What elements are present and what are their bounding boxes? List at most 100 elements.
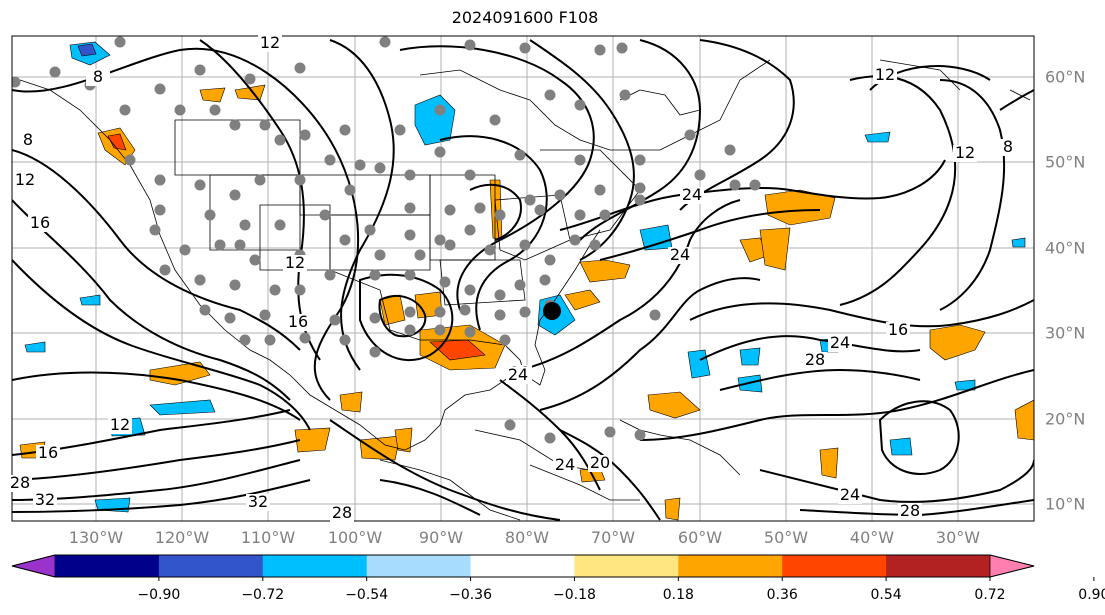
station-dot — [414, 249, 426, 261]
contour-label-bg — [246, 494, 270, 511]
station-dot — [534, 204, 546, 216]
station-dot — [464, 39, 476, 51]
station-dot — [179, 244, 191, 256]
orange-patch — [199, 87, 226, 103]
contour-label: 24 — [840, 485, 860, 504]
red-patch — [429, 339, 486, 361]
station-dot — [604, 426, 616, 438]
station-dots — [12, 36, 761, 444]
station-dot — [634, 429, 646, 441]
longitude-label: 130°W — [68, 528, 124, 547]
contour-label-bg — [13, 172, 37, 189]
station-dot — [339, 334, 351, 346]
station-dot — [574, 154, 586, 166]
station-dot — [154, 83, 166, 95]
longitude-label: 90°W — [418, 528, 464, 547]
contour-label-bg — [828, 335, 852, 352]
station-dot — [434, 324, 446, 336]
station-dot — [229, 279, 241, 291]
station-dot — [264, 334, 276, 346]
station-dot — [259, 309, 271, 321]
contour-label-bg — [953, 145, 977, 162]
colorbar-label: 0.90 — [1078, 587, 1105, 603]
longitude-label: 120°W — [154, 528, 210, 547]
colorbar-segment — [886, 555, 991, 577]
cyan-patch — [864, 131, 891, 143]
contour-label-bg — [506, 367, 530, 384]
cyan-patch — [24, 341, 46, 353]
cyan-patch — [1011, 237, 1026, 248]
station-dot — [634, 194, 646, 206]
latitude-label: 30°N — [1045, 323, 1086, 343]
station-dot — [494, 289, 506, 301]
station-dot — [194, 274, 206, 286]
orange-patch — [339, 391, 363, 413]
contour-label: 16 — [288, 312, 308, 331]
contour-labels: 12 12 8 8 12 16 16 12 28 32 32 28 24 20 24 24 28 28 16 24 16… — [8, 33, 1020, 522]
station-dot — [114, 36, 126, 48]
contour-label: 24 — [555, 455, 575, 474]
station-dot — [374, 162, 386, 174]
colorbar-label: 0.18 — [662, 587, 694, 603]
contour-label-bg — [996, 139, 1020, 156]
station-dot — [574, 209, 586, 221]
contour-label-bg — [838, 487, 862, 504]
station-dot — [444, 204, 456, 216]
colorbar-label: −0.18 — [552, 587, 596, 603]
station-dot — [374, 249, 386, 261]
station-dot — [194, 64, 206, 76]
station-dot — [259, 119, 271, 131]
orange-patch — [564, 289, 601, 311]
contour-label-bg — [680, 187, 704, 204]
purple-patch — [77, 43, 97, 57]
contour-label-bg — [28, 215, 52, 232]
contour-label-bg — [330, 505, 354, 522]
contour-label: 16 — [30, 213, 50, 232]
colorbar-label: −0.90 — [137, 587, 181, 603]
station-dot — [404, 169, 416, 181]
station-dot — [616, 42, 628, 54]
station-dot — [229, 189, 241, 201]
latitude-label: 20°N — [1045, 409, 1086, 429]
station-dot — [404, 229, 416, 241]
contour-label-bg — [886, 322, 910, 339]
highlight-marker — [543, 302, 561, 320]
station-dot — [499, 334, 511, 346]
station-dot — [379, 36, 391, 48]
colorbar-segment — [470, 555, 575, 577]
station-dot — [199, 304, 211, 316]
station-dot — [12, 76, 21, 88]
orange-patch — [764, 189, 836, 226]
station-dot — [684, 129, 696, 141]
contour-label: 28 — [805, 350, 825, 369]
contour-label-bg — [108, 417, 132, 434]
colorbar-extend-max — [989, 554, 1035, 578]
colorbar-label: 0.36 — [766, 587, 798, 603]
contour-label: 20 — [590, 453, 610, 472]
contour-label: 24 — [508, 365, 528, 384]
contour-label-bg — [668, 247, 692, 264]
colorbar-segment — [678, 555, 783, 577]
station-dot — [619, 89, 631, 101]
contour-label-bg — [86, 69, 110, 86]
station-dot — [239, 334, 251, 346]
station-dot — [119, 104, 131, 116]
station-dot — [274, 134, 286, 146]
station-dot — [589, 239, 601, 251]
station-dot — [294, 284, 306, 296]
longitude-label: 70°W — [590, 528, 636, 547]
longitude-label: 110°W — [240, 528, 296, 547]
station-dot — [649, 309, 661, 321]
colorbar-label: 0.54 — [870, 587, 902, 603]
station-dot — [224, 312, 236, 324]
map-title: 2024091600 F108 — [451, 8, 599, 27]
orange-patch — [394, 427, 413, 453]
contour-label: 12 — [285, 253, 305, 272]
latitude-label: 50°N — [1045, 152, 1086, 172]
station-dot — [749, 179, 761, 191]
station-dot — [494, 209, 506, 221]
station-dot — [514, 279, 526, 291]
red-patch — [107, 133, 127, 151]
longitude-label: 40°W — [849, 528, 895, 547]
